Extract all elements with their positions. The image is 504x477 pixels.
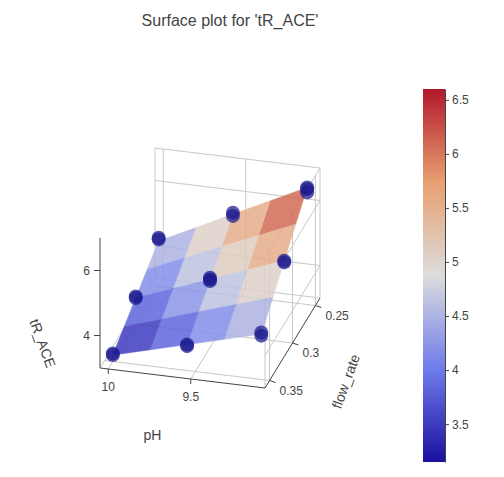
chart-title: Surface plot for 'tR_ACE'	[142, 12, 319, 30]
z-tick	[94, 335, 100, 336]
colorbar-tick: 3.5	[445, 417, 469, 431]
chart-svg: Surface plot for 'tR_ACE' 9.5 10 0.25 0.3 0.3…	[0, 0, 504, 477]
colorbar-tick-label: 4	[452, 363, 459, 377]
chart-container: Surface plot for 'tR_ACE' 9.5 10 0.25 0.3 0.3…	[0, 0, 504, 477]
colorbar-tick-mark	[445, 424, 449, 425]
surface-cell	[113, 319, 162, 355]
colorbar-tick-mark	[445, 208, 449, 209]
surface-cell	[124, 289, 173, 327]
grid	[100, 148, 320, 388]
colorbar-tick: 5	[445, 255, 459, 269]
data-point	[277, 255, 291, 269]
z-axis-title: tR_ACE	[27, 317, 59, 370]
colorbar-tick: 6.5	[445, 93, 469, 107]
colorbar-tick-label: 4.5	[452, 309, 469, 323]
z-tick-label: 6	[83, 264, 90, 278]
colorbar: 3.5 4 4.5 5 5.5 6 6.5	[423, 89, 469, 463]
colorbar-tick-mark	[445, 370, 449, 371]
colorbar-gradient	[423, 89, 445, 462]
x-axis-title: pH	[144, 427, 162, 443]
z-axis-line	[100, 238, 101, 368]
colorbar-axis-line	[445, 90, 446, 463]
colorbar-tick-mark	[445, 100, 449, 101]
x-axis-line	[100, 368, 265, 388]
x-tick	[190, 379, 191, 384]
colorbar-tick-label: 6.5	[452, 93, 469, 107]
y-tick	[270, 381, 276, 383]
y-grid-line	[105, 361, 270, 381]
y-grid-line	[315, 176, 316, 306]
colorbar-tick-mark	[445, 262, 449, 263]
y-tick-label: 0.25	[325, 309, 349, 323]
points	[106, 181, 314, 363]
data-point	[129, 291, 143, 305]
z-tick-label: 4	[83, 329, 90, 343]
y-tick-label: 0.3	[303, 346, 320, 360]
box-edge	[155, 148, 320, 168]
x-tick-label: 10	[102, 380, 116, 394]
data-point	[226, 206, 240, 220]
data-point	[106, 346, 120, 360]
colorbar-tick: 4.5	[445, 309, 469, 323]
colorbar-tick-label: 5	[452, 255, 459, 269]
colorbar-tick-label: 6	[452, 147, 459, 161]
colorbar-tick: 4	[445, 363, 459, 377]
colorbar-tick: 6	[445, 147, 459, 161]
x-tick	[108, 369, 109, 374]
data-point	[180, 339, 194, 353]
data-point	[254, 325, 268, 339]
y-tick-label: 0.35	[280, 384, 304, 398]
box-edge	[320, 168, 321, 298]
z-tick	[94, 270, 100, 271]
data-point	[300, 185, 314, 199]
colorbar-axis: 3.5 4 4.5 5 5.5 6 6.5	[445, 90, 469, 463]
data-point	[203, 272, 217, 286]
y-tick	[315, 306, 321, 308]
surface	[113, 188, 307, 356]
axes: 9.5 10 0.25 0.3 0.35 4 6 pH flow_rate tR_ACE	[27, 238, 364, 443]
colorbar-tick-mark	[445, 316, 449, 317]
colorbar-tick-mark	[445, 154, 449, 155]
colorbar-tick-label: 5.5	[452, 201, 469, 215]
y-tick	[293, 343, 299, 345]
colorbar-tick: 5.5	[445, 201, 469, 215]
x-tick-label: 9.5	[182, 390, 199, 404]
colorbar-tick-label: 3.5	[452, 417, 469, 431]
plot-marks	[106, 181, 314, 363]
data-point	[152, 231, 166, 245]
y-axis-line	[265, 298, 320, 388]
y-axis-title: flow_rate	[329, 352, 364, 411]
